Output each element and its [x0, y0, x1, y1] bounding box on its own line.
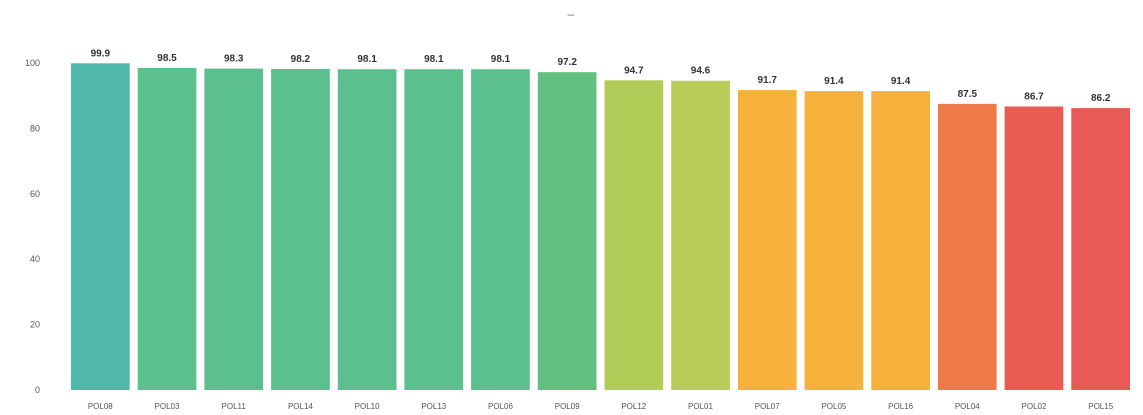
bars-group: [71, 63, 1130, 391]
x-axis: POL08 POL03 POL11 POL14 POL10 POL13 POL06 POL09…: [88, 402, 1114, 411]
bar-pol15[interactable]: [1071, 108, 1130, 390]
bar-pol10[interactable]: [337, 69, 397, 390]
data-label: 98.5: [157, 53, 177, 64]
data-label: 98.2: [291, 54, 311, 65]
x-tick-label: POL05: [821, 402, 846, 411]
x-tick-label: POL02: [1022, 402, 1047, 411]
data-label: 98.3: [224, 54, 244, 65]
data-label: 87.5: [958, 89, 978, 100]
data-label: 86.2: [1091, 93, 1111, 104]
bar-pol09[interactable]: [537, 72, 597, 390]
x-tick-label: POL04: [955, 402, 980, 411]
bar-pol05[interactable]: [804, 91, 864, 390]
data-label: 98.1: [491, 54, 511, 65]
bar-pol06[interactable]: [471, 69, 530, 390]
data-label: 94.7: [624, 65, 644, 76]
bar-pol08[interactable]: [71, 63, 130, 391]
data-label: 94.6: [691, 66, 711, 77]
x-tick-label: POL12: [621, 402, 646, 411]
x-tick-label: POL11: [222, 402, 247, 411]
y-axis: 0 20 40 60 80 100: [25, 58, 40, 395]
bar-pol11[interactable]: [204, 68, 264, 390]
x-tick-label: POL13: [421, 402, 446, 411]
x-tick-label: POL07: [755, 402, 780, 411]
bar-pol02[interactable]: [1004, 106, 1064, 391]
x-tick-label: POL09: [555, 402, 580, 411]
data-label: 98.1: [357, 54, 377, 65]
bar-pol14[interactable]: [271, 68, 330, 391]
y-tick-label: 20: [30, 320, 40, 330]
data-label: 86.7: [1024, 92, 1044, 103]
header-mark: –: [568, 7, 575, 21]
bar-pol04[interactable]: [937, 103, 997, 391]
y-tick-label: 80: [30, 123, 40, 133]
x-tick-label: POL15: [1088, 402, 1113, 411]
x-tick-label: POL16: [888, 402, 913, 411]
data-label: 91.4: [824, 76, 844, 87]
bar-pol03[interactable]: [137, 67, 197, 391]
bar-pol16[interactable]: [871, 91, 930, 390]
data-label: 97.2: [557, 57, 577, 68]
x-tick-label: POL08: [88, 402, 113, 411]
x-tick-label: POL01: [688, 402, 713, 411]
data-label: 98.1: [424, 54, 444, 65]
data-label: 99.9: [91, 48, 111, 59]
y-tick-label: 100: [25, 58, 40, 68]
bar-pol12[interactable]: [604, 80, 664, 391]
data-label: 91.4: [891, 76, 911, 87]
y-tick-label: 0: [35, 385, 40, 395]
x-tick-label: POL06: [488, 402, 513, 411]
data-labels-group: 99.9 98.5 98.3 98.2 98.1 98.1 98.1 97.2 94.7 94.6…: [91, 48, 1111, 104]
x-tick-label: POL14: [288, 402, 313, 411]
y-tick-label: 40: [30, 254, 40, 264]
x-tick-label: POL03: [155, 402, 180, 411]
x-tick-label: POL10: [355, 402, 380, 411]
bar-pol01[interactable]: [671, 80, 730, 390]
data-label: 91.7: [757, 75, 777, 86]
bar-pol13[interactable]: [404, 69, 464, 390]
bar-pol07[interactable]: [737, 90, 797, 390]
y-tick-label: 60: [30, 189, 40, 199]
